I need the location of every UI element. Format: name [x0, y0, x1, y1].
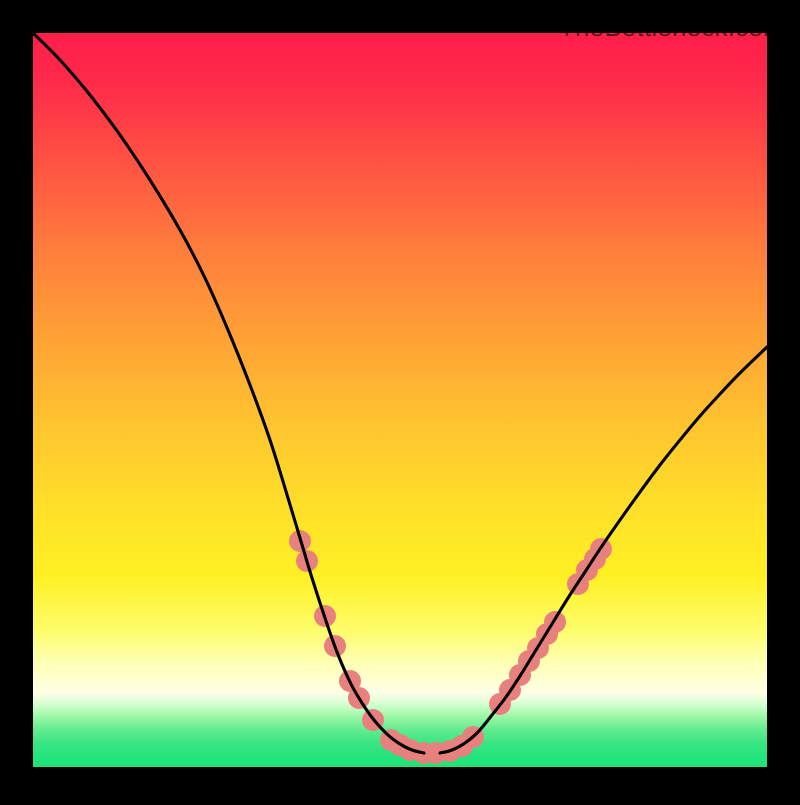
plot-area [33, 33, 767, 767]
watermark-text: TheBottleneck.com [559, 12, 785, 43]
chart-stage: TheBottleneck.com [0, 0, 800, 800]
bottleneck-chart-svg [0, 0, 800, 800]
